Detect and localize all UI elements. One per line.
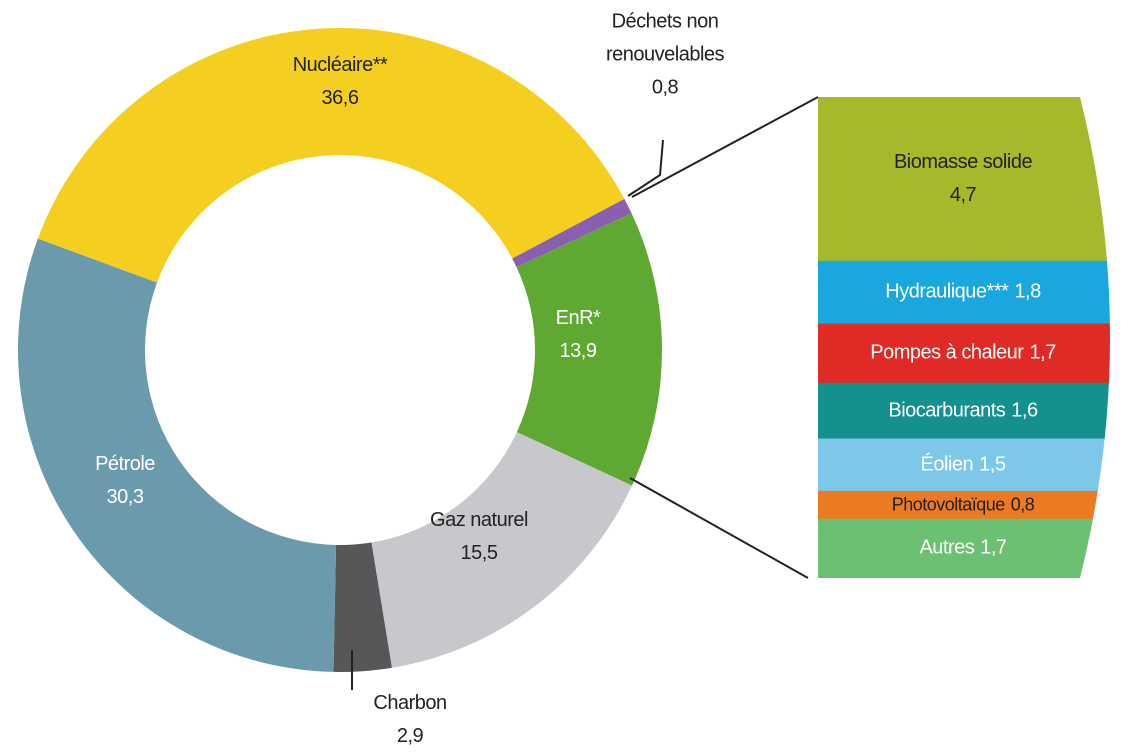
segment-name: Photovoltaïque bbox=[891, 494, 1006, 515]
segment-name: Biocarburants bbox=[888, 399, 1006, 422]
label: Photovoltaïque 0,8 bbox=[892, 488, 1035, 521]
segment-value: 1,7 bbox=[1029, 341, 1056, 364]
segment-value: 1,8 bbox=[1014, 280, 1041, 303]
slice-name: Pétrole bbox=[95, 453, 155, 475]
segment-name: Biomasse solide bbox=[893, 150, 1033, 173]
segment-name: Éolien bbox=[920, 453, 974, 476]
segment-value: 1,7 bbox=[980, 536, 1007, 559]
slice-name: Déchets non renouvelables bbox=[605, 10, 725, 66]
slice-value: 0,8 bbox=[651, 76, 679, 99]
donut-slice bbox=[333, 542, 392, 673]
connectors bbox=[351, 96, 819, 690]
label: Biocarburants 1,6 bbox=[888, 394, 1038, 427]
segment-value: 4,7 bbox=[949, 183, 977, 206]
label: EnR* 13,9 bbox=[556, 302, 601, 368]
slice-value: 13,9 bbox=[559, 340, 597, 362]
leader bbox=[627, 139, 664, 197]
segment-value: 1,5 bbox=[979, 453, 1006, 476]
slice-name: EnR* bbox=[555, 307, 601, 329]
label: Éolien 1,5 bbox=[921, 448, 1006, 481]
segment-value: 0,8 bbox=[1010, 494, 1035, 515]
breakdown-segment bbox=[818, 490, 1110, 520]
slice-name: Gaz naturel bbox=[430, 509, 528, 531]
breakdown-segment bbox=[818, 438, 1110, 492]
slice-value: 36,6 bbox=[321, 87, 359, 109]
label: Autres 1,7 bbox=[919, 532, 1007, 565]
breakdown-segment bbox=[818, 382, 1110, 440]
label: Hydraulique*** 1,8 bbox=[885, 276, 1041, 309]
slice-value: 15,5 bbox=[460, 542, 498, 564]
segment-value: 1,6 bbox=[1011, 399, 1038, 422]
label: Gaz naturel 15,5 bbox=[430, 504, 528, 570]
slice-name: Nucléaire** bbox=[292, 54, 388, 76]
segment-name: Hydraulique*** bbox=[885, 280, 1009, 303]
slice-value: 30,3 bbox=[106, 486, 144, 508]
connector bbox=[631, 96, 819, 198]
donut-slice bbox=[516, 213, 662, 486]
slice-value: 2,9 bbox=[396, 725, 424, 747]
label: Déchets non renouvelables 0,8 bbox=[565, 6, 765, 105]
segment-name: Pompes à chaleur bbox=[870, 341, 1024, 364]
breakdown-segment bbox=[818, 97, 1110, 262]
label: Pétrole 30,3 bbox=[95, 448, 155, 514]
label: Biomasse solide 4,7 bbox=[893, 146, 1033, 212]
donut-slice bbox=[371, 432, 633, 668]
breakdown-segment bbox=[818, 323, 1110, 384]
donut-slice bbox=[17, 238, 337, 672]
label: Pompes à chaleur 1,7 bbox=[870, 337, 1056, 370]
label: Nucléaire** 36,6 bbox=[293, 49, 388, 115]
breakdown-segment bbox=[818, 260, 1110, 325]
breakdown bbox=[818, 97, 1110, 578]
connector bbox=[629, 477, 809, 579]
label: Charbon 2,9 bbox=[373, 687, 447, 752]
donut-slice bbox=[512, 198, 632, 268]
breakdown-segment bbox=[818, 518, 1110, 578]
donut-slice bbox=[37, 27, 625, 283]
segment-name: Autres bbox=[919, 536, 975, 559]
slice-name: Charbon bbox=[373, 692, 447, 714]
donut bbox=[17, 27, 662, 673]
